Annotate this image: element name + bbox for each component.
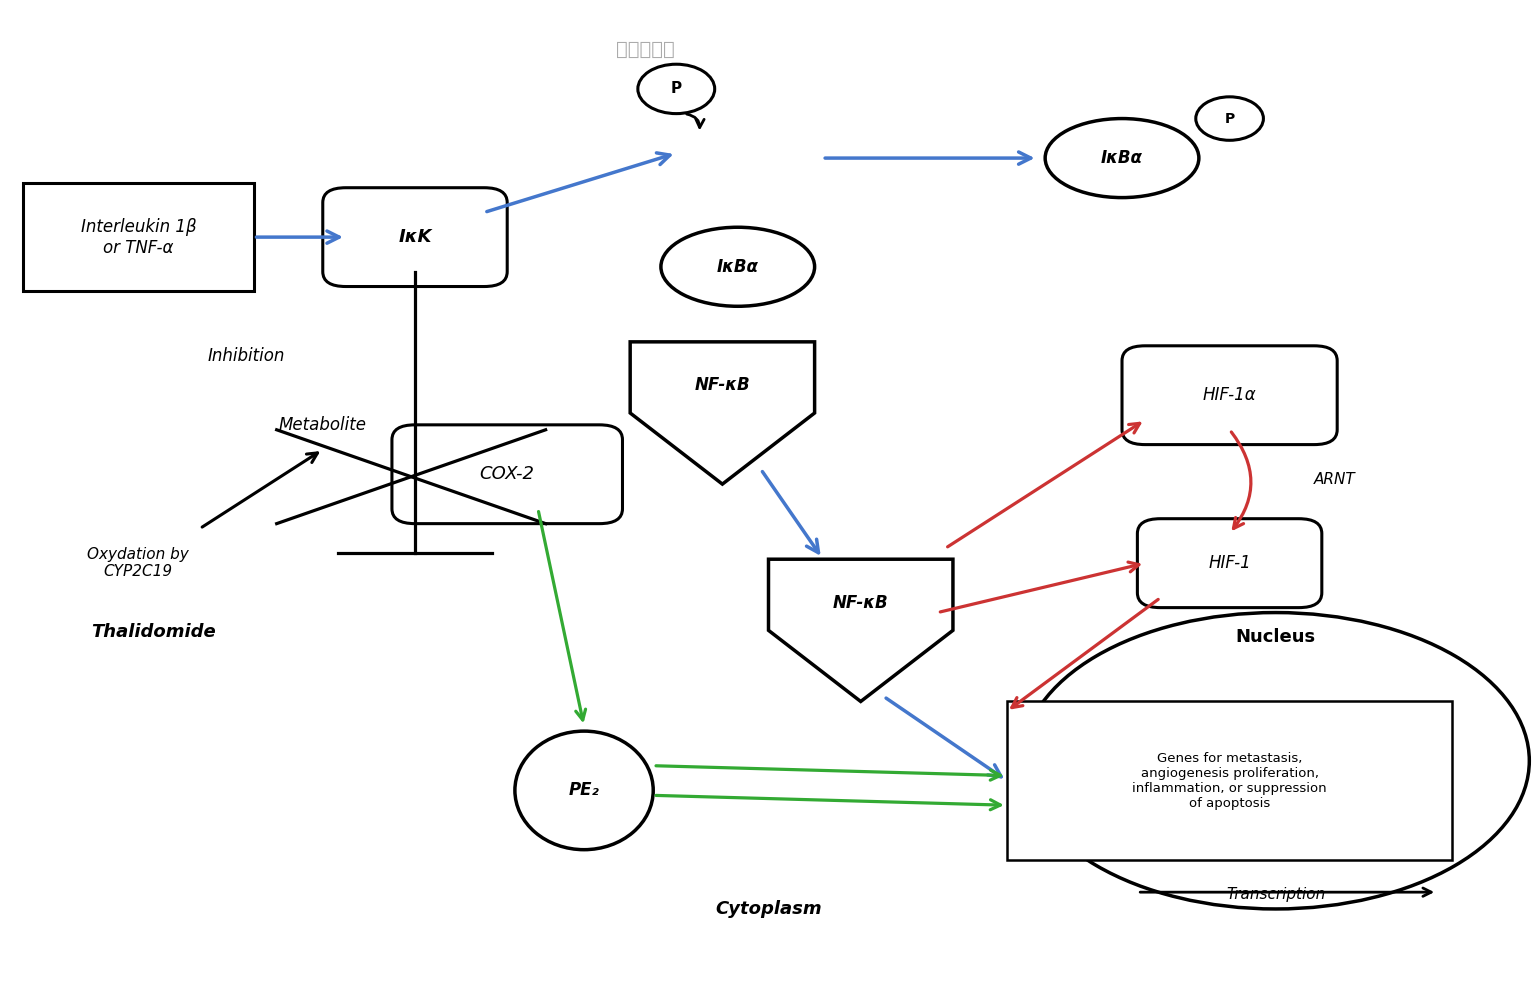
Ellipse shape (661, 227, 815, 306)
Text: P: P (670, 81, 682, 97)
Text: Interleukin 1β
or TNF-α: Interleukin 1β or TNF-α (80, 217, 197, 257)
Polygon shape (630, 342, 815, 484)
FancyBboxPatch shape (23, 183, 254, 291)
Text: NF-κB: NF-κB (695, 376, 750, 394)
Text: HIF-1: HIF-1 (1208, 554, 1251, 572)
Text: Metabolite: Metabolite (278, 416, 367, 434)
Text: IκK: IκK (398, 228, 432, 246)
FancyBboxPatch shape (323, 188, 507, 287)
FancyBboxPatch shape (1122, 346, 1337, 445)
Text: 天山医学院: 天山医学院 (616, 40, 675, 59)
Text: Transcription: Transcription (1227, 886, 1325, 902)
Text: COX-2: COX-2 (480, 465, 535, 483)
FancyBboxPatch shape (1137, 519, 1322, 608)
Text: ARNT: ARNT (1314, 471, 1356, 487)
Circle shape (1196, 97, 1263, 140)
Text: PE₂: PE₂ (569, 782, 599, 799)
Text: Cytoplasm: Cytoplasm (715, 900, 822, 918)
Text: Oxydation by
CYP2C19: Oxydation by CYP2C19 (88, 547, 189, 579)
FancyBboxPatch shape (392, 425, 622, 524)
Text: IκBα: IκBα (716, 258, 759, 276)
FancyBboxPatch shape (1007, 701, 1452, 860)
Text: Nucleus: Nucleus (1236, 628, 1316, 646)
Text: NF-κB: NF-κB (833, 594, 888, 612)
Ellipse shape (1022, 613, 1529, 909)
Circle shape (638, 64, 715, 114)
Text: P: P (1225, 112, 1234, 125)
Text: IκBα: IκBα (1100, 149, 1144, 167)
Ellipse shape (1045, 119, 1199, 198)
Text: HIF-1α: HIF-1α (1203, 386, 1256, 404)
Text: Thalidomide: Thalidomide (91, 623, 217, 641)
Polygon shape (768, 559, 953, 701)
Text: Genes for metastasis,
angiogenesis proliferation,
inflammation, or suppression
o: Genes for metastasis, angiogenesis proli… (1133, 752, 1326, 809)
Text: Inhibition: Inhibition (207, 347, 284, 365)
Ellipse shape (515, 731, 653, 850)
